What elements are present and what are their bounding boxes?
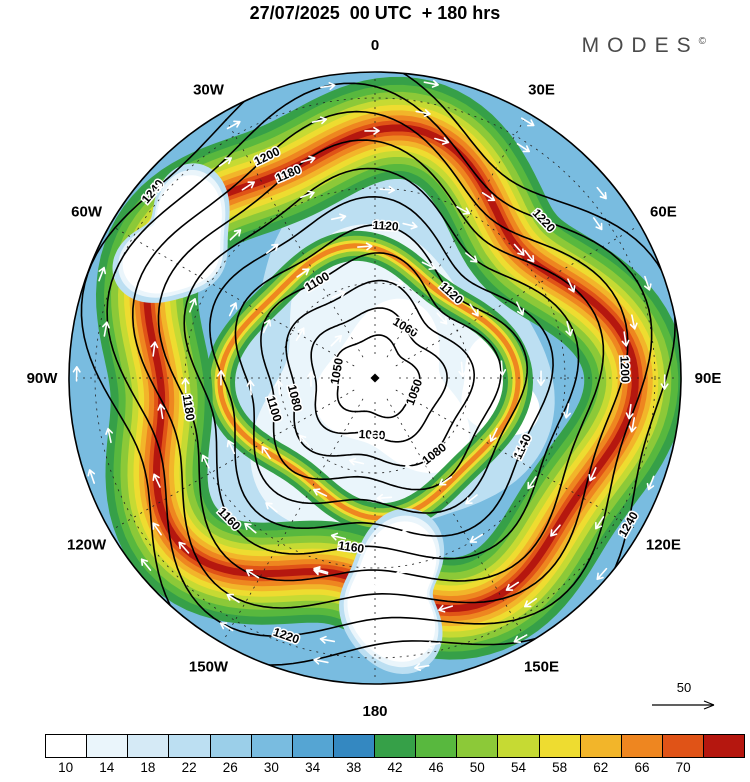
- colorbar-tick-label: 54: [510, 760, 526, 775]
- contour-label: 1160: [337, 538, 365, 556]
- colorbar-tick-label: 46: [428, 760, 444, 775]
- polar-map-figure: 1050105010601060108010801100110011201120…: [27, 37, 722, 720]
- longitude-label: 60W: [71, 204, 103, 221]
- colorbar-cell: [251, 735, 293, 757]
- colorbar-cell: [539, 735, 581, 757]
- longitude-label: 30W: [193, 82, 225, 99]
- colorbar-cell: [580, 735, 622, 757]
- colorbar-cell: [333, 735, 375, 757]
- chart-title: 27/07/2025 00 UTC + 180 hrs: [249, 3, 501, 23]
- wind-reference: 50: [652, 680, 715, 710]
- colorbar-cell: [292, 735, 334, 757]
- colorbar-cell: [457, 735, 499, 757]
- colorbar-tick-label: 70: [675, 760, 691, 775]
- colorbar-tick-label: 66: [634, 760, 650, 775]
- colorbar-label-spacer: [704, 760, 745, 775]
- colorbar-tick-label: 58: [552, 760, 568, 775]
- longitude-label: 150E: [524, 658, 559, 675]
- map-boundary: [68, 71, 682, 685]
- colorbar-tick-label: 38: [346, 760, 362, 775]
- contour-label: 1120: [372, 218, 399, 234]
- colorbar-cell: [87, 735, 129, 757]
- longitude-label: 120E: [646, 537, 681, 554]
- colorbar-tick-label: 30: [263, 760, 279, 775]
- colorbar-cell: [621, 735, 663, 757]
- longitude-label: 90W: [27, 370, 59, 387]
- colorbar: [45, 734, 745, 758]
- longitude-label: 30E: [528, 82, 555, 99]
- colorbar-tick-label: 14: [99, 760, 115, 775]
- colorbar-tick-label: 50: [469, 760, 485, 775]
- wind-arrows: [72, 79, 669, 672]
- colorbar-tick-label: 34: [305, 760, 321, 775]
- colorbar-tick-label: 22: [181, 760, 197, 775]
- colorbar-tick-label: 26: [222, 760, 238, 775]
- longitude-label: 0: [371, 37, 379, 54]
- longitude-labels: 0 30E 60E 90E 120E 150E 180 150W 120W 90W 60W 30W: [27, 37, 722, 720]
- colorbar-cell: [128, 735, 170, 757]
- colorbar-tick-label: 18: [140, 760, 156, 775]
- colorbar-cell: [498, 735, 540, 757]
- contour-label: 1180: [180, 394, 198, 422]
- wind-reference-arrowhead: [703, 700, 715, 710]
- colorbar-tick-label: 10: [58, 760, 74, 775]
- longitude-label: 90E: [695, 370, 722, 387]
- modes-logo: MODES©: [582, 34, 706, 58]
- modes-logo-text: MODES: [581, 34, 699, 57]
- colorbar-cell: [210, 735, 252, 757]
- colorbar-cell: [416, 735, 458, 757]
- colorbar-cell: [46, 735, 88, 757]
- colorbar-labels: 10 14 18 22 26 30 34 38 42 46 50 54 58 62 66 70: [45, 760, 745, 775]
- colorbar-cell: [704, 735, 745, 757]
- colorbar-tick-label: 62: [593, 760, 609, 775]
- colorbar-tick-label: 42: [387, 760, 403, 775]
- colorbar-cell: [662, 735, 704, 757]
- wind-reference-value: 50: [677, 680, 691, 695]
- longitude-label: 150W: [189, 658, 229, 675]
- longitude-label: 180: [362, 703, 387, 720]
- longitude-label: 120W: [67, 537, 107, 554]
- contour-label: 1200: [617, 356, 632, 383]
- colorbar-cell: [169, 735, 211, 757]
- colorbar-cell: [375, 735, 417, 757]
- longitude-label: 60E: [650, 204, 677, 221]
- height-contours: [80, 72, 676, 666]
- modes-logo-mark: ©: [698, 36, 706, 47]
- contour-label: 1050: [328, 357, 346, 386]
